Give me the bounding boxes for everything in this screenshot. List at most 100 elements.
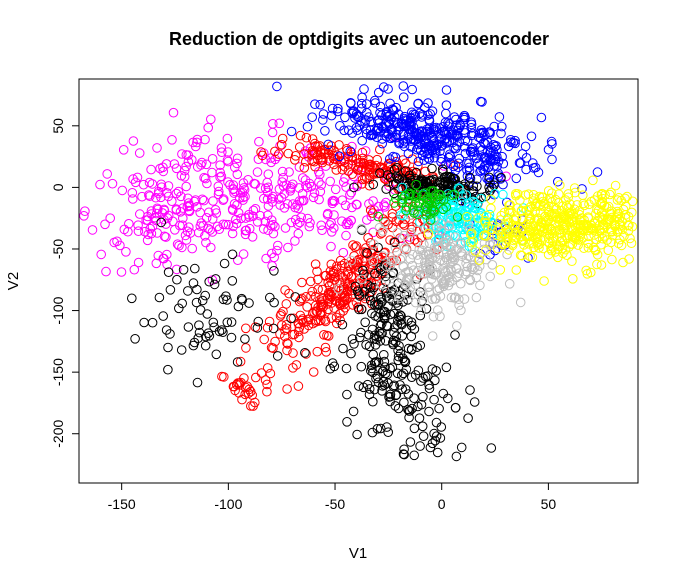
data-point	[357, 103, 367, 114]
data-point	[304, 314, 314, 325]
data-point	[419, 155, 430, 165]
data-point	[592, 167, 603, 177]
data-point	[315, 169, 325, 180]
data-point	[564, 230, 574, 241]
data-point	[381, 131, 392, 142]
data-point	[296, 295, 306, 305]
data-point	[415, 340, 426, 351]
data-point	[187, 243, 197, 254]
data-point	[380, 362, 390, 372]
data-point	[578, 190, 588, 200]
data-point	[153, 204, 163, 215]
data-point	[431, 222, 442, 232]
data-point	[297, 293, 307, 304]
data-point	[383, 177, 394, 187]
data-point	[352, 164, 363, 175]
data-point	[307, 286, 318, 297]
data-point	[338, 343, 348, 354]
data-point	[402, 235, 413, 245]
data-point	[589, 230, 600, 240]
data-point	[112, 236, 122, 247]
data-point	[117, 185, 128, 196]
data-point	[410, 297, 421, 308]
data-point	[445, 149, 455, 160]
data-point	[268, 323, 279, 334]
data-point	[456, 247, 467, 258]
data-point	[324, 145, 334, 156]
data-point	[450, 402, 461, 413]
data-point	[568, 274, 578, 284]
data-point	[436, 157, 446, 167]
data-point	[424, 380, 434, 390]
data-point	[385, 235, 395, 245]
data-point	[427, 163, 437, 174]
data-point	[153, 186, 164, 197]
data-point	[198, 221, 208, 231]
data-point	[290, 214, 301, 225]
data-point	[433, 305, 443, 315]
data-point	[320, 126, 330, 136]
data-point	[451, 451, 462, 462]
data-point	[325, 176, 336, 187]
data-point	[378, 123, 389, 133]
data-point	[201, 159, 212, 170]
data-point	[221, 291, 231, 302]
data-point	[342, 217, 353, 228]
data-point	[492, 144, 502, 155]
data-point	[504, 200, 514, 210]
data-point	[233, 208, 244, 218]
data-point	[384, 392, 394, 402]
data-point	[623, 220, 633, 231]
data-point	[241, 323, 251, 334]
data-point	[352, 429, 362, 440]
data-point	[555, 237, 566, 247]
data-point	[512, 189, 523, 199]
data-point	[389, 198, 399, 208]
data-point	[373, 211, 384, 222]
data-point	[245, 386, 256, 397]
data-point	[167, 135, 177, 145]
data-point	[592, 259, 602, 270]
data-point	[499, 207, 510, 218]
data-point	[379, 356, 390, 367]
data-point	[487, 183, 497, 193]
data-point	[420, 142, 431, 152]
data-point	[449, 293, 460, 303]
data-point	[255, 210, 265, 221]
data-point	[596, 190, 607, 200]
data-point	[624, 254, 634, 264]
data-point	[380, 310, 391, 321]
data-point	[446, 242, 456, 252]
data-point	[452, 212, 463, 222]
data-point	[610, 180, 621, 191]
data-point	[395, 348, 406, 359]
data-point	[133, 257, 144, 268]
data-point	[495, 265, 506, 275]
data-point	[182, 201, 193, 212]
data-point	[346, 255, 357, 266]
data-point	[444, 220, 454, 231]
data-point	[450, 214, 461, 224]
data-point	[360, 118, 370, 128]
data-point	[425, 215, 436, 225]
data-point	[366, 282, 376, 292]
data-point	[173, 186, 184, 197]
data-point	[159, 231, 170, 242]
data-point	[331, 318, 342, 329]
data-point	[388, 151, 398, 162]
data-point	[341, 363, 352, 374]
data-point	[176, 345, 187, 355]
data-point	[342, 389, 352, 400]
data-point	[594, 211, 605, 222]
data-point	[277, 133, 288, 144]
data-point	[448, 230, 458, 240]
data-point	[460, 135, 471, 146]
data-point	[413, 98, 424, 109]
data-point	[550, 219, 560, 229]
data-point	[539, 276, 549, 286]
data-point	[415, 131, 426, 142]
data-point	[459, 294, 470, 304]
data-point	[404, 273, 415, 283]
data-point	[627, 207, 637, 218]
data-point	[496, 210, 507, 221]
